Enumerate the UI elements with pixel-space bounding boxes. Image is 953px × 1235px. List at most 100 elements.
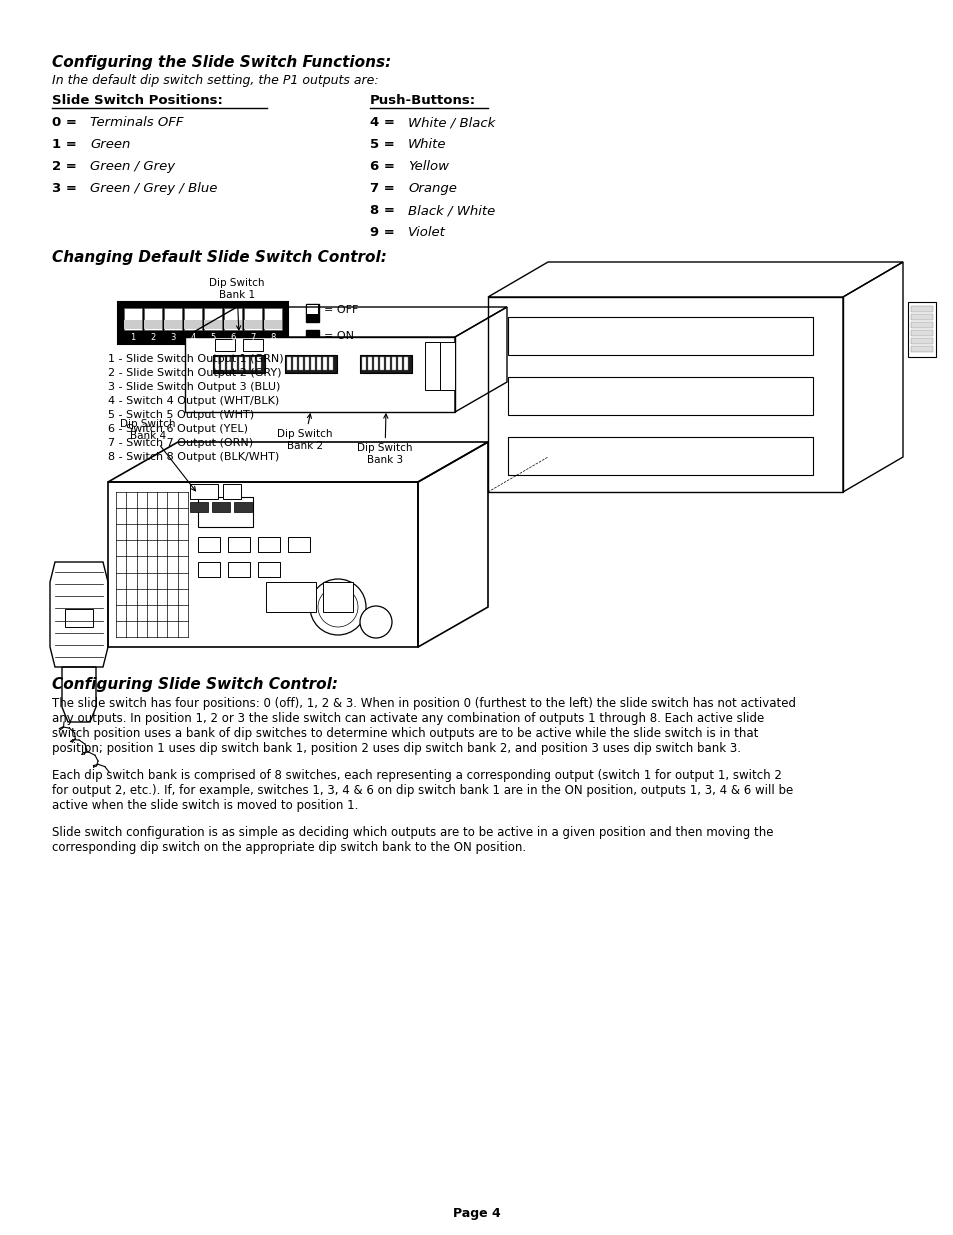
Bar [239, 357, 243, 370]
Bar [65, 609, 92, 627]
Bar [198, 496, 253, 527]
Bar [507, 317, 812, 354]
Text: Configuring the Slide Switch Functions:: Configuring the Slide Switch Functions: [52, 56, 391, 70]
Bar [256, 357, 261, 370]
Bar [374, 357, 377, 370]
Bar [244, 320, 262, 329]
Text: 8: 8 [270, 333, 275, 342]
Bar [124, 320, 142, 329]
Bar [185, 337, 455, 412]
Bar [251, 357, 254, 370]
Bar [223, 484, 241, 499]
Text: 7: 7 [250, 333, 255, 342]
Text: Yellow: Yellow [408, 161, 449, 173]
Bar [228, 562, 250, 577]
Text: 6: 6 [230, 333, 235, 342]
Bar [264, 320, 282, 329]
Text: White / Black: White / Black [408, 116, 495, 128]
Bar [910, 314, 932, 320]
Circle shape [317, 587, 357, 627]
Text: = ON: = ON [324, 331, 354, 341]
Bar [293, 357, 296, 370]
Text: for output 2, etc.). If, for example, switches 1, 3, 4 & 6 on dip switch bank 1 : for output 2, etc.). If, for example, sw… [52, 784, 792, 797]
Text: 7 =: 7 = [370, 182, 395, 195]
Bar [285, 354, 336, 373]
Text: switch position uses a bank of dip switches to determine which outputs are to be: switch position uses a bank of dip switc… [52, 727, 758, 740]
Bar [397, 357, 401, 370]
Bar [118, 303, 288, 345]
Bar [287, 357, 291, 370]
Bar [184, 320, 202, 329]
Bar [243, 338, 263, 351]
Text: = OFF: = OFF [324, 305, 358, 315]
Bar [144, 320, 162, 329]
Text: Green: Green [90, 138, 131, 151]
Text: Green / Grey / Blue: Green / Grey / Blue [90, 182, 217, 195]
Text: In the default dip switch setting, the P1 outputs are:: In the default dip switch setting, the P… [52, 74, 378, 86]
Text: 2 - Slide Switch Output 2 (GRY): 2 - Slide Switch Output 2 (GRY) [108, 368, 281, 378]
Text: 5: 5 [211, 333, 215, 342]
Bar [368, 357, 372, 370]
Text: 6 - Switch 6 Output (YEL): 6 - Switch 6 Output (YEL) [108, 424, 248, 433]
Text: Dip Switch
Bank 1: Dip Switch Bank 1 [209, 278, 265, 330]
Bar [392, 357, 395, 370]
Text: 2: 2 [151, 333, 155, 342]
Bar [910, 306, 932, 312]
Text: Green / Grey: Green / Grey [90, 161, 175, 173]
Bar [198, 537, 220, 552]
Bar [245, 357, 249, 370]
Bar [257, 537, 280, 552]
Circle shape [310, 579, 366, 635]
Text: 2 =: 2 = [52, 161, 76, 173]
Bar [910, 338, 932, 345]
Bar [190, 484, 218, 499]
Bar [306, 304, 318, 322]
Bar [198, 562, 220, 577]
Bar [307, 338, 317, 347]
Bar [233, 501, 252, 513]
Text: 3: 3 [171, 333, 175, 342]
Bar [214, 357, 219, 370]
Bar [424, 342, 439, 390]
Bar [224, 320, 242, 329]
Bar [212, 501, 230, 513]
Text: Page 4: Page 4 [453, 1207, 500, 1220]
Bar [907, 303, 935, 357]
Bar [298, 357, 303, 370]
Text: 1: 1 [131, 333, 135, 342]
Bar [359, 354, 412, 373]
Text: active when the slide switch is moved to position 1.: active when the slide switch is moved to… [52, 799, 358, 811]
Bar [164, 308, 182, 330]
Text: 1 - Slide Switch Output 1 (GRN): 1 - Slide Switch Output 1 (GRN) [108, 354, 283, 364]
Bar [910, 322, 932, 329]
Bar [204, 308, 222, 330]
Bar [214, 338, 234, 351]
Bar [164, 320, 182, 329]
Text: Slide switch configuration is as simple as deciding which outputs are to be acti: Slide switch configuration is as simple … [52, 826, 773, 839]
Bar [306, 330, 318, 348]
Bar [124, 308, 142, 330]
Bar [288, 537, 310, 552]
Text: 4 - Switch 4 Output (WHT/BLK): 4 - Switch 4 Output (WHT/BLK) [108, 396, 279, 406]
Bar [264, 308, 282, 330]
Bar [507, 377, 812, 415]
Bar [184, 308, 202, 330]
Bar [190, 501, 208, 513]
Text: 6 =: 6 = [370, 161, 395, 173]
Bar [507, 437, 812, 475]
Bar [307, 305, 317, 314]
Text: position; position 1 uses dip switch bank 1, position 2 uses dip switch bank 2, : position; position 1 uses dip switch ban… [52, 742, 740, 755]
Text: corresponding dip switch on the appropriate dip switch bank to the ON position.: corresponding dip switch on the appropri… [52, 841, 525, 853]
Text: 4 =: 4 = [370, 116, 395, 128]
Bar [439, 342, 455, 390]
Bar [305, 357, 309, 370]
Bar [224, 308, 242, 330]
Bar [213, 354, 265, 373]
Text: 8 =: 8 = [370, 204, 395, 217]
Text: Changing Default Slide Switch Control:: Changing Default Slide Switch Control: [52, 249, 387, 266]
Bar [361, 357, 366, 370]
Text: Configuring Slide Switch Control:: Configuring Slide Switch Control: [52, 677, 337, 692]
Text: 1 =: 1 = [52, 138, 76, 151]
Bar [144, 308, 162, 330]
Bar [329, 357, 333, 370]
